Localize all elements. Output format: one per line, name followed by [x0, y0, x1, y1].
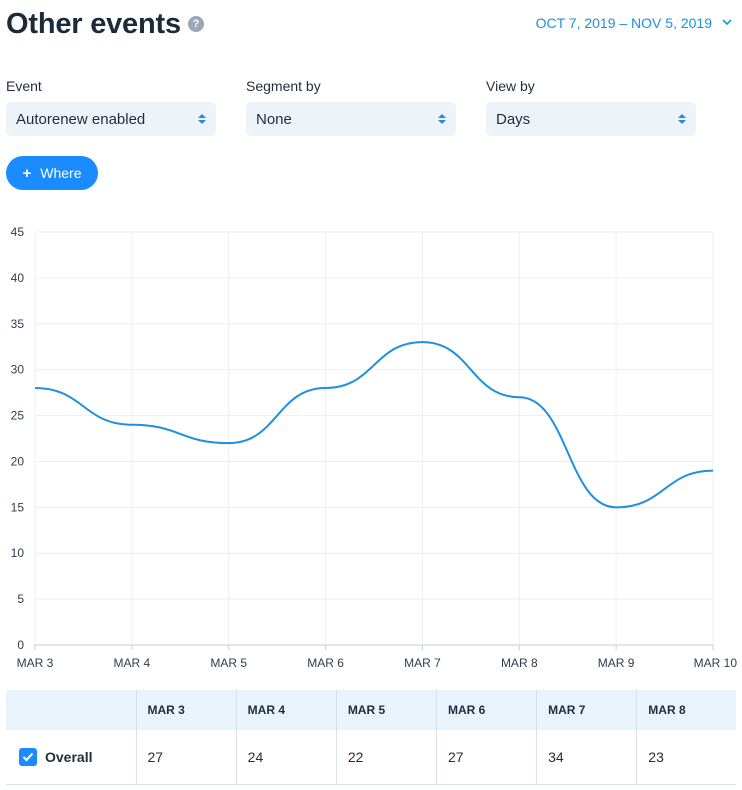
- event-select[interactable]: Autorenew enabled: [6, 102, 216, 136]
- x-tick-label: MAR 10: [694, 656, 738, 670]
- table-column-header: MAR 8: [636, 690, 736, 730]
- add-where-button[interactable]: + Where: [6, 156, 98, 190]
- y-tick-label: 40: [11, 271, 25, 285]
- y-tick-label: 0: [17, 638, 24, 652]
- page-title: Other events: [6, 8, 181, 40]
- table-header-empty: [6, 690, 136, 730]
- help-icon[interactable]: ?: [188, 16, 204, 32]
- y-tick-label: 35: [11, 317, 25, 331]
- x-tick-label: MAR 5: [210, 656, 247, 670]
- x-tick-label: MAR 6: [307, 656, 344, 670]
- series-line: [34, 341, 714, 509]
- y-tick-label: 30: [11, 363, 25, 377]
- x-tick-label: MAR 7: [404, 656, 441, 670]
- y-tick-label: 20: [11, 454, 25, 468]
- y-tick-label: 45: [11, 225, 25, 239]
- y-tick-label: 5: [17, 592, 24, 606]
- table-header-row: MAR 3 MAR 4 MAR 5 MAR 6 MAR 7 MAR 8: [6, 690, 736, 730]
- row-label: Overall: [45, 748, 93, 765]
- view-select[interactable]: Days: [486, 102, 696, 136]
- table-cell: 27: [135, 730, 237, 785]
- table-cell: 23: [636, 730, 736, 785]
- table-column-header: MAR 7: [536, 690, 637, 730]
- table-body: Overall 27 24 22 27 34 23: [6, 730, 736, 785]
- table-cell: 27: [435, 730, 537, 785]
- y-tick-label: 15: [11, 500, 25, 514]
- chevron-down-icon: [722, 18, 732, 29]
- table-cell: 34: [536, 730, 637, 785]
- view-label: View by: [486, 78, 535, 94]
- table-column-header: MAR 5: [335, 690, 437, 730]
- overall-checkbox[interactable]: [19, 747, 37, 766]
- y-tick-label: 10: [11, 546, 25, 560]
- where-button-label: Where: [40, 165, 82, 181]
- x-tick-label: MAR 4: [114, 656, 151, 670]
- y-tick-label: 25: [11, 409, 25, 423]
- x-tick-label: MAR 8: [501, 656, 538, 670]
- segment-select-value: None: [256, 110, 292, 128]
- x-tick-label: MAR 3: [17, 656, 54, 670]
- sort-arrows-icon: [438, 114, 446, 124]
- table-column-header: MAR 4: [235, 690, 337, 730]
- row-label-cell: Overall: [6, 730, 136, 785]
- check-icon: [22, 752, 34, 762]
- view-select-value: Days: [496, 110, 531, 128]
- date-range-picker[interactable]: OCT 7, 2019 – NOV 5, 2019: [536, 15, 732, 31]
- date-range-label: OCT 7, 2019 – NOV 5, 2019: [535, 15, 712, 31]
- table-cell: 22: [335, 730, 437, 785]
- segment-select[interactable]: None: [246, 102, 456, 136]
- data-table: MAR 3 MAR 4 MAR 5 MAR 6 MAR 7 MAR 8 Overall 27…: [6, 690, 736, 785]
- table-column-header: MAR 3: [135, 690, 237, 730]
- sort-arrows-icon: [678, 114, 686, 124]
- x-tick-label: MAR 9: [598, 656, 635, 670]
- line-chart: 0 5 10 15 20 25 30 35 40 45 MAR 3 MAR 4 MAR 5 MAR 6 MA…: [11, 225, 738, 670]
- table-cell: 24: [235, 730, 337, 785]
- segment-label: Segment by: [246, 78, 321, 94]
- table-column-header: MAR 6: [435, 690, 537, 730]
- event-label: Event: [6, 78, 42, 94]
- event-select-value: Autorenew enabled: [16, 110, 146, 128]
- sort-arrows-icon: [198, 114, 206, 124]
- plus-icon: +: [22, 164, 32, 182]
- table-row: Overall 27 24 22 27 34 23: [6, 730, 736, 785]
